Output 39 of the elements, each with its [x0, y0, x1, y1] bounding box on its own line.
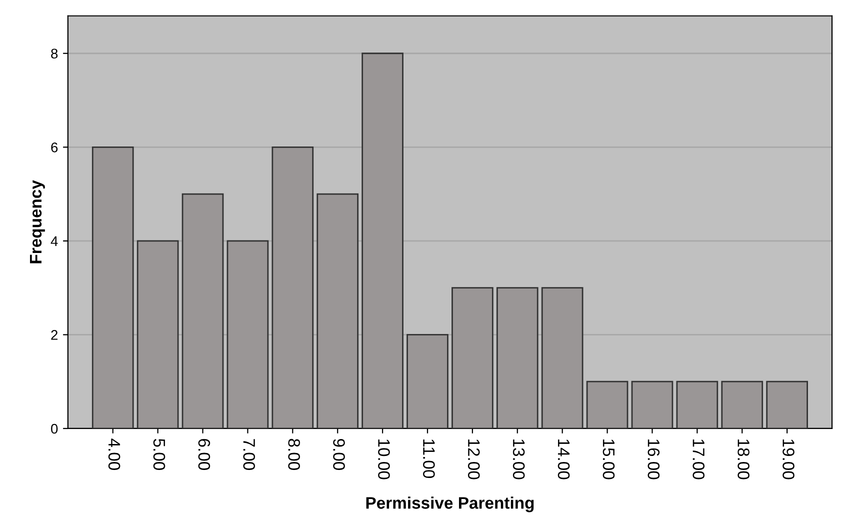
x-tick-label: 17.00	[692, 439, 705, 480]
y-tick-label: 8	[51, 48, 58, 59]
bar	[272, 146, 314, 428]
x-axis-title: Permissive Parenting	[366, 496, 534, 512]
bar	[541, 287, 584, 428]
bar	[721, 380, 764, 428]
x-tick-label: 5.00	[153, 438, 166, 470]
bar	[631, 380, 674, 428]
bar	[496, 287, 538, 428]
bar	[452, 287, 494, 428]
x-tick-label: 14.00	[558, 439, 570, 480]
x-tick-label: 13.00	[512, 439, 525, 480]
x-tick-label: 9.00	[333, 438, 345, 470]
x-tick-label: 12.00	[468, 439, 480, 480]
x-tick-label: 19.00	[782, 439, 794, 480]
y-tick-label: 2	[51, 330, 58, 340]
bar	[136, 240, 179, 428]
x-tick-label: 10.00	[378, 439, 390, 480]
x-tick-label: 8.00	[288, 438, 300, 470]
bar	[182, 193, 224, 428]
bar	[226, 240, 269, 428]
y-tick-label: 0	[51, 424, 58, 434]
y-tick-label: 6	[51, 142, 58, 152]
x-tick-label: 15.00	[602, 439, 615, 480]
bar	[362, 52, 404, 428]
x-tick-label: 11.00	[423, 439, 435, 478]
x-tick-label: 7.00	[243, 439, 256, 470]
x-tick-label: 4.00	[108, 438, 120, 470]
x-tick-label: 18.00	[738, 439, 750, 480]
bar	[676, 380, 718, 428]
bar	[406, 334, 448, 428]
x-tick-label: 16.00	[648, 439, 660, 480]
x-tick-label: 6.00	[198, 439, 210, 470]
bar	[316, 193, 359, 428]
bar	[586, 380, 628, 428]
y-axis-title: Frequency	[30, 180, 45, 264]
bar	[766, 380, 808, 428]
bar	[92, 146, 134, 428]
y-tick-label: 4	[50, 236, 58, 246]
